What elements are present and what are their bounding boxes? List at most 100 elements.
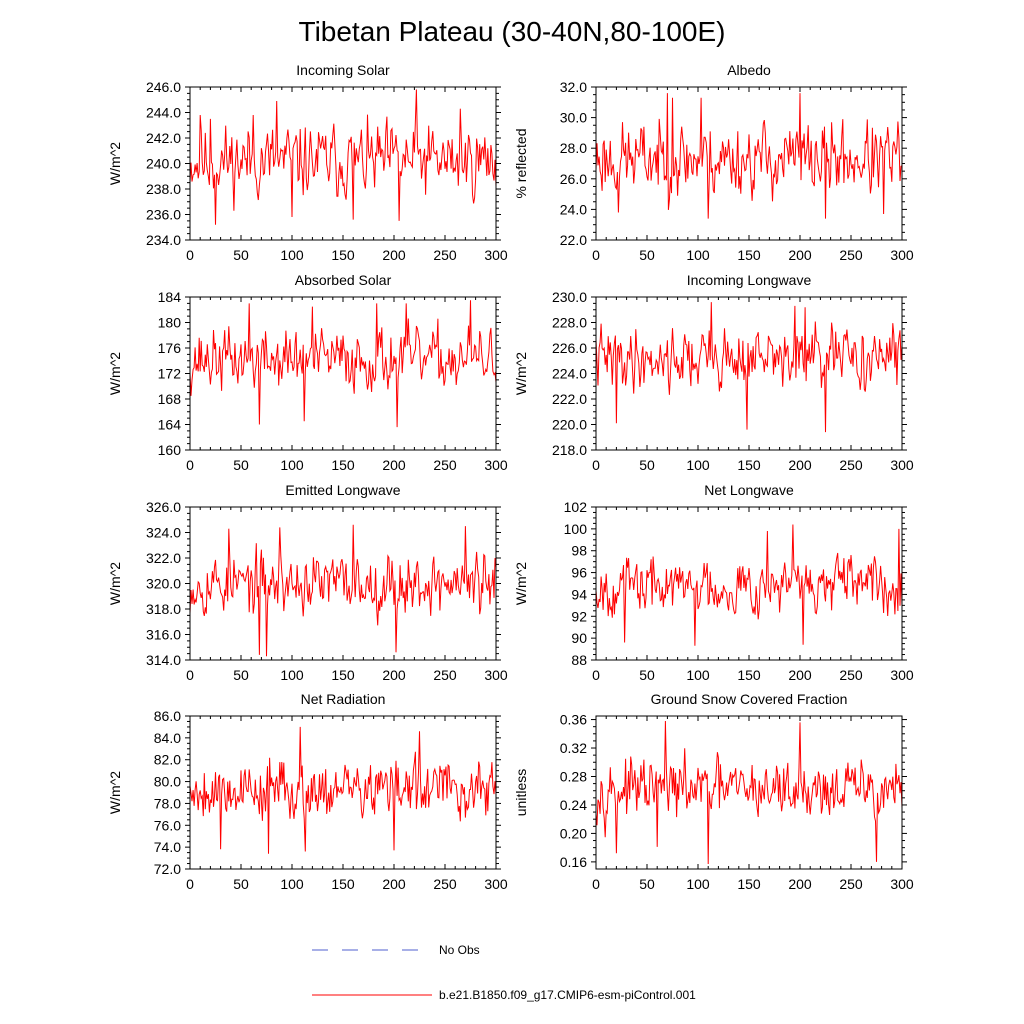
- x-tick-label: 250: [839, 247, 863, 263]
- y-tick-label: 180: [158, 315, 182, 331]
- y-tick-label: 234.0: [146, 232, 181, 248]
- y-axis-label: W/m^2: [513, 352, 529, 395]
- y-tick-label: 184: [158, 289, 182, 305]
- y-tick-label: 72.0: [154, 861, 181, 877]
- y-tick-label: 222.0: [552, 391, 587, 407]
- x-tick-label: 200: [788, 667, 812, 683]
- y-tick-label: 30.0: [560, 110, 587, 126]
- x-tick-label: 200: [382, 247, 406, 263]
- x-tick-label: 50: [639, 247, 655, 263]
- x-tick-label: 100: [280, 247, 304, 263]
- x-tick-label: 250: [433, 457, 457, 473]
- y-tick-label: 0.32: [560, 740, 587, 756]
- x-tick-label: 150: [737, 247, 761, 263]
- y-tick-label: 88: [571, 652, 587, 668]
- x-tick-label: 300: [484, 457, 508, 473]
- x-tick-label: 200: [382, 457, 406, 473]
- legend: No Obs b.e21.B1850.f09_g17.CMIP6-esm-piC…: [312, 943, 696, 1002]
- x-tick-label: 300: [484, 876, 508, 892]
- x-tick-label: 0: [186, 667, 194, 683]
- y-tick-label: 172: [158, 366, 182, 382]
- y-tick-label: 92: [571, 608, 587, 624]
- x-tick-label: 50: [233, 457, 249, 473]
- panel-emitted-longwave: Emitted Longwave W/m^2 0 50 100 150 200 250 300 3…: [107, 482, 508, 683]
- y-tick-label: 90: [571, 630, 587, 646]
- x-tick-label: 100: [280, 667, 304, 683]
- y-tick-label: 24.0: [560, 201, 587, 217]
- y-tick-label: 218.0: [552, 442, 587, 458]
- panel-title: Albedo: [727, 62, 771, 78]
- series-line: [189, 89, 497, 225]
- x-tick-label: 100: [280, 457, 304, 473]
- y-axis-label: % reflected: [513, 128, 529, 198]
- panel-title: Absorbed Solar: [295, 272, 392, 288]
- panel-net-longwave: Net Longwave W/m^2 0 50 100 150 200 250 300 88 90 9…: [513, 482, 914, 683]
- x-tick-label: 100: [686, 247, 710, 263]
- x-tick-label: 300: [890, 247, 914, 263]
- panel-title: Ground Snow Covered Fraction: [651, 691, 848, 707]
- series-line: [189, 726, 497, 854]
- y-tick-label: 96: [571, 565, 587, 581]
- panel-title: Emitted Longwave: [285, 482, 400, 498]
- x-tick-label: 300: [484, 667, 508, 683]
- x-tick-label: 250: [433, 247, 457, 263]
- y-tick-label: 80.0: [154, 774, 181, 790]
- legend-label-model: b.e21.B1850.f09_g17.CMIP6-esm-piControl.…: [439, 988, 696, 1002]
- x-tick-label: 0: [592, 457, 600, 473]
- y-tick-label: 224.0: [552, 366, 587, 382]
- y-tick-label: 102: [564, 499, 588, 515]
- y-tick-label: 176: [158, 340, 182, 356]
- panel-ground-snow-covered-fraction: Ground Snow Covered Fraction unitless 0 50 1…: [513, 691, 914, 892]
- x-tick-label: 150: [331, 457, 355, 473]
- x-tick-label: 100: [280, 876, 304, 892]
- plot-frame: [189, 506, 497, 661]
- x-tick-label: 250: [839, 667, 863, 683]
- x-tick-label: 0: [592, 667, 600, 683]
- y-tick-label: 84.0: [154, 730, 181, 746]
- x-tick-label: 0: [592, 876, 600, 892]
- x-tick-label: 250: [433, 667, 457, 683]
- y-tick-label: 220.0: [552, 417, 587, 433]
- series-line: [595, 524, 903, 646]
- y-tick-label: 230.0: [552, 289, 587, 305]
- x-tick-label: 150: [331, 667, 355, 683]
- y-tick-label: 244.0: [146, 105, 181, 121]
- y-tick-label: 164: [158, 417, 182, 433]
- y-axis-label: W/m^2: [513, 562, 529, 605]
- series-line: [595, 302, 903, 433]
- y-axis-label: unitless: [513, 769, 529, 816]
- x-tick-label: 0: [592, 247, 600, 263]
- y-tick-label: 228.0: [552, 315, 587, 331]
- y-tick-label: 168: [158, 391, 182, 407]
- x-tick-label: 300: [890, 876, 914, 892]
- x-tick-label: 200: [788, 247, 812, 263]
- y-tick-label: 28.0: [560, 140, 587, 156]
- chart-panels: Incoming Solar W/m^2 0 50 100 150 200 250 300 234…: [107, 62, 914, 892]
- x-tick-label: 0: [186, 876, 194, 892]
- legend-label-no-obs: No Obs: [439, 943, 480, 957]
- x-tick-label: 250: [839, 876, 863, 892]
- x-tick-label: 50: [639, 457, 655, 473]
- x-tick-label: 150: [737, 457, 761, 473]
- y-tick-label: 314.0: [146, 652, 181, 668]
- y-tick-label: 236.0: [146, 207, 181, 223]
- x-tick-label: 250: [839, 457, 863, 473]
- y-tick-label: 326.0: [146, 499, 181, 515]
- y-tick-label: 78.0: [154, 795, 181, 811]
- y-tick-label: 240.0: [146, 156, 181, 172]
- x-tick-label: 50: [233, 247, 249, 263]
- y-tick-label: 318.0: [146, 601, 181, 617]
- x-tick-label: 150: [331, 247, 355, 263]
- y-tick-label: 86.0: [154, 708, 181, 724]
- panel-title: Incoming Longwave: [687, 272, 812, 288]
- y-tick-label: 26.0: [560, 171, 587, 187]
- series-line: [189, 300, 497, 428]
- x-tick-label: 50: [233, 667, 249, 683]
- panel-title: Net Longwave: [704, 482, 794, 498]
- x-tick-label: 200: [788, 457, 812, 473]
- x-tick-label: 250: [433, 876, 457, 892]
- x-tick-label: 100: [686, 457, 710, 473]
- panel-incoming-longwave: Incoming Longwave W/m^2 0 50 100 150 200 250 300…: [513, 272, 914, 473]
- y-tick-label: 226.0: [552, 340, 587, 356]
